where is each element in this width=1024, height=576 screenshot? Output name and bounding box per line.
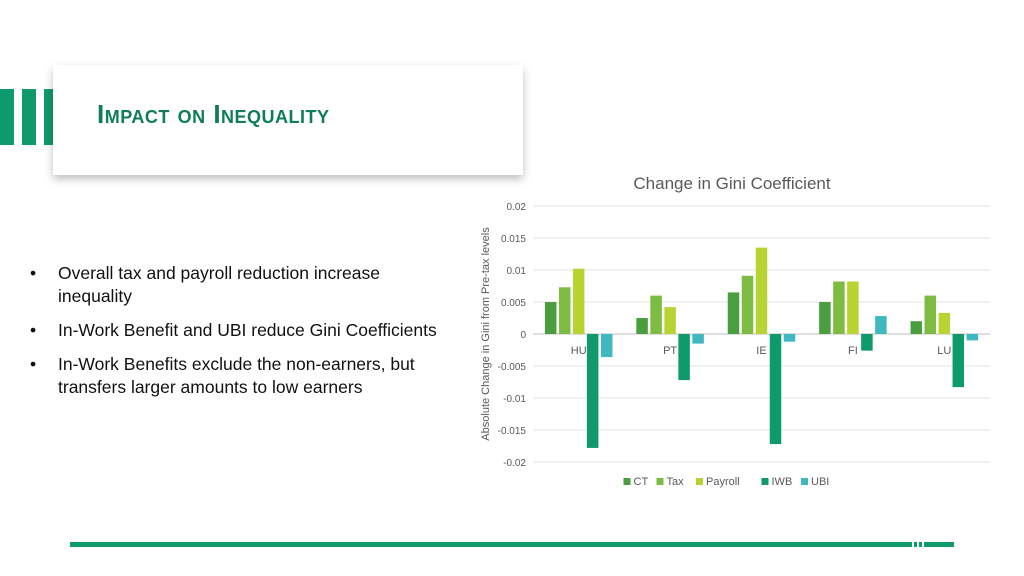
bar-ct-fi [819,302,831,334]
bullet-list: Overall tax and payroll reduction increa… [30,262,450,410]
x-tick-label: IE [756,345,766,357]
y-tick-label: 0 [520,330,526,341]
bar-iwb-lu [952,334,965,388]
bar-ct-pt [636,318,648,334]
bar-ubi-hu [600,334,613,358]
y-tick-label: -0.01 [503,394,526,405]
legend-label-payroll: Payroll [706,476,740,488]
legend-swatch-tax [656,478,664,485]
y-tick-label: -0.015 [498,426,527,437]
bar-iwb-pt [678,334,690,381]
bar-iwb-hu [586,334,599,448]
y-tick-label: 0.005 [501,298,526,309]
x-tick-label: LU [937,345,951,357]
legend-swatch-iwb [761,478,769,485]
bar-ct-lu [910,321,923,334]
y-tick-label: 0.015 [501,234,526,245]
bar-payroll-hu [572,268,585,334]
bar-ct-hu [544,302,557,334]
bullet-item: Overall tax and payroll reduction increa… [30,262,450,308]
x-tick-label: HU [571,345,587,357]
bar-payroll-lu [938,312,951,334]
footer-line [70,542,954,547]
slide-title: Impact on Inequality [97,99,330,129]
chart-title: Change in Gini Coefficient [633,174,830,193]
bar-tax-pt [650,295,662,334]
bar-payroll-ie [755,247,768,334]
y-tick-label: -0.005 [498,362,527,373]
bar-payroll-fi [847,281,859,334]
legend-label-ubi: UBI [811,476,829,488]
legend-label-iwb: IWB [772,476,793,488]
bar-ct-ie [727,292,740,334]
legend-swatch-payroll [696,478,703,485]
bar-ubi-pt [692,334,704,344]
y-tick-label: 0.02 [507,202,527,213]
bar-ubi-lu [966,334,979,341]
legend-label-tax: Tax [667,476,685,488]
x-tick-label: PT [663,345,677,357]
y-tick-label: -0.02 [503,458,526,469]
title-card: Impact on Inequality [53,65,523,175]
bar-tax-fi [833,281,845,334]
bar-iwb-fi [861,334,873,351]
legend-swatch-ubi [801,478,808,485]
x-tick-label: FI [848,345,858,357]
bar-payroll-pt [664,307,676,334]
bar-tax-lu [924,295,937,334]
y-tick-label: 0.01 [507,266,527,277]
y-axis-label: Absolute Change in Gini from Pre-tax lev… [480,227,492,441]
bar-iwb-ie [769,334,782,445]
legend-swatch-ct [623,478,631,485]
legend-label-ct: CT [634,476,649,488]
bullet-item: In-Work Benefits exclude the non-earners… [30,353,450,399]
bar-tax-ie [741,275,754,334]
bar-ubi-ie [783,334,796,342]
bar-ubi-fi [875,316,887,334]
bar-tax-hu [558,287,571,334]
bullet-item: In-Work Benefit and UBI reduce Gini Coef… [30,319,450,342]
